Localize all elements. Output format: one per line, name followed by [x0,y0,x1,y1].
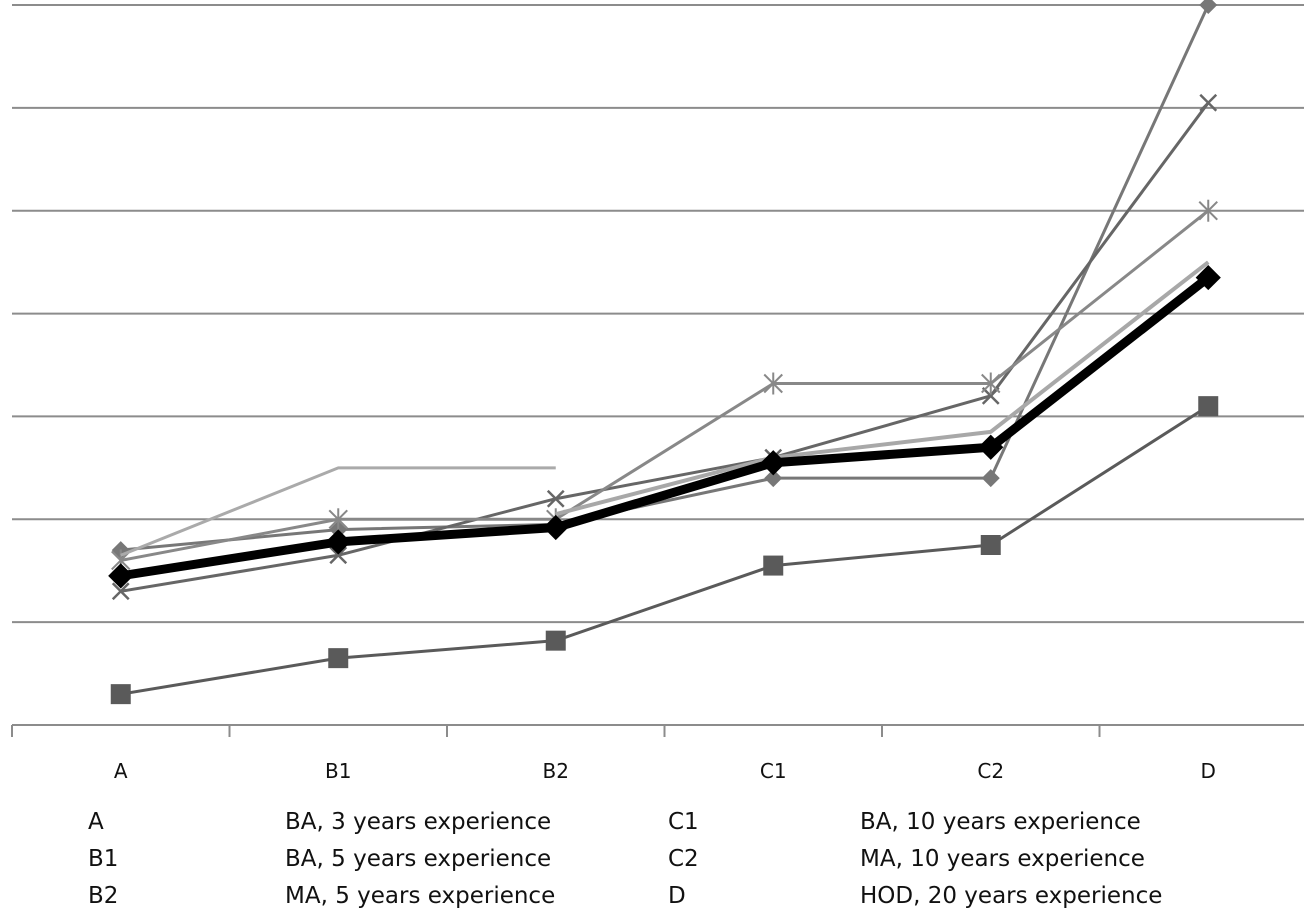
data-point-diamond [1195,264,1221,291]
category-labels: A B1 B2 C1 C2 D [114,759,1216,783]
line-chart: A B1 B2 C1 C2 D [11,0,1304,783]
legend-code: A [88,809,104,835]
data-point-square [328,648,349,669]
data-point-square [545,630,566,651]
data-point-square [980,535,1001,555]
series-line [120,466,556,557]
x-tick-label: B2 [543,759,569,783]
legend-description: BA, 5 years experience [285,846,552,872]
series-layer [110,0,1219,705]
series-line [120,101,1210,593]
data-point-diamond [981,469,1000,488]
data-point-star [1198,199,1218,222]
data-point-square [110,684,131,705]
x-tick-label: C1 [760,759,787,783]
legend-description: BA, 3 years experience [285,809,552,835]
x-tick-label: C2 [977,759,1004,783]
series-line [120,274,1212,581]
legend-table: A BA, 3 years experience C1 BA, 10 years… [0,800,1304,914]
x-tick-label: D [1201,759,1216,783]
data-point-diamond [760,450,786,476]
data-point-diamond [108,563,134,589]
data-point-square [763,555,784,576]
data-point-square [1198,396,1219,417]
data-point-star [981,372,1001,395]
data-point-diamond [1199,0,1218,14]
data-point-x [1199,93,1218,112]
legend-code: B1 [88,846,119,872]
legend-code: C2 [668,846,699,872]
marker-layer [108,264,1221,589]
x-axis [11,725,1101,737]
data-point-diamond [325,529,351,555]
legend-code: B2 [88,883,119,909]
data-point-x [111,582,130,601]
data-point-x [546,489,565,508]
legend-description: MA, 10 years experience [860,846,1145,872]
x-tick-label: B1 [325,759,351,783]
data-point-star [763,372,783,395]
data-point-star [328,508,348,531]
series-line [120,4,1210,552]
series-line [120,209,1210,562]
series-line [555,260,1210,517]
x-tick-label: A [114,759,128,783]
gridlines [12,4,1304,726]
legend-description: HOD, 20 years experience [860,883,1163,909]
legend-code: C1 [668,809,699,835]
data-point-diamond [764,469,783,488]
data-point-x [329,546,348,565]
data-point-diamond [543,514,569,541]
data-point-diamond [978,434,1004,460]
series-line [120,404,1210,696]
legend-description: BA, 10 years experience [860,809,1141,835]
legend-code: D [668,883,686,909]
legend-description: MA, 5 years experience [285,883,556,909]
data-point-x [981,386,1000,405]
